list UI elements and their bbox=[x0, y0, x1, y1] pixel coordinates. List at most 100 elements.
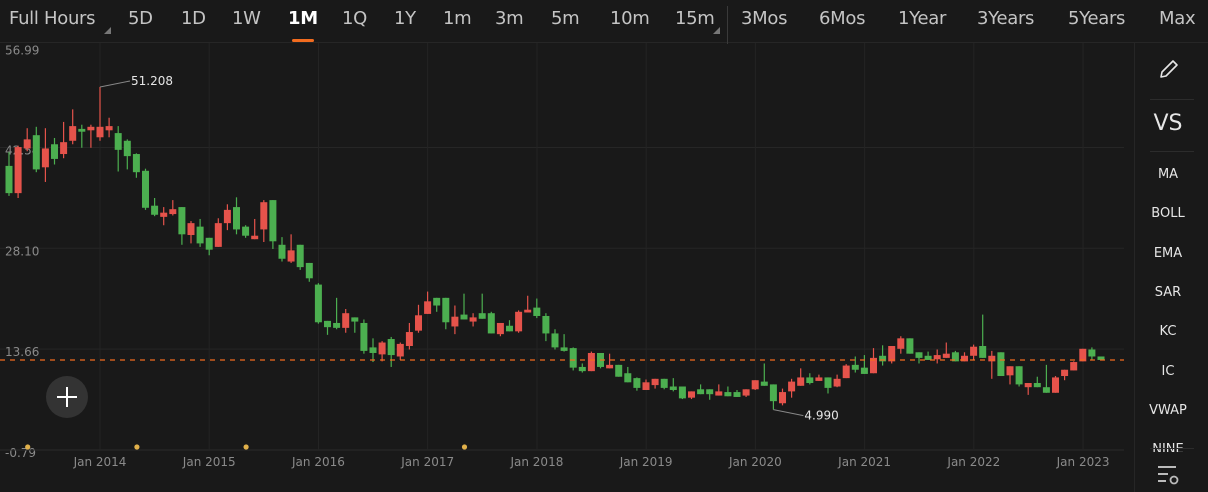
candle bbox=[469, 313, 477, 327]
candle-body bbox=[114, 133, 122, 150]
annotation-leader bbox=[99, 80, 131, 88]
candle-body bbox=[1061, 369, 1069, 377]
candle bbox=[1033, 376, 1041, 388]
candle-body bbox=[496, 322, 504, 335]
indicator-boll[interactable]: BOLL bbox=[1151, 206, 1185, 222]
tab-max[interactable]: Max bbox=[1159, 8, 1196, 29]
candle bbox=[96, 86, 104, 141]
indicator-ma[interactable]: MA bbox=[1157, 167, 1179, 182]
divider bbox=[1150, 448, 1194, 449]
candle-body bbox=[196, 226, 204, 244]
tab-1year[interactable]: 1Year bbox=[898, 8, 947, 29]
candle-body bbox=[378, 342, 386, 355]
candle bbox=[524, 295, 532, 313]
candle bbox=[551, 329, 559, 350]
candle bbox=[314, 283, 322, 324]
tab-5years[interactable]: 5Years bbox=[1068, 8, 1126, 29]
tab-1m[interactable]: 1M bbox=[288, 8, 318, 42]
event-marker[interactable] bbox=[461, 444, 468, 450]
tab-6mos[interactable]: 6Mos bbox=[819, 8, 866, 29]
candle-body bbox=[860, 367, 868, 374]
candle-body bbox=[1052, 377, 1059, 393]
tab-3mos[interactable]: 3Mos bbox=[741, 8, 788, 29]
indicator-sar[interactable]: SAR bbox=[1154, 284, 1182, 300]
tab-1d[interactable]: 1D bbox=[181, 8, 206, 29]
candle bbox=[233, 197, 240, 235]
candle-body bbox=[469, 317, 477, 322]
candle-body bbox=[842, 365, 850, 379]
tab-1y[interactable]: 1Y bbox=[394, 8, 416, 29]
candle-body bbox=[915, 352, 923, 358]
candle-body bbox=[396, 343, 404, 357]
candle bbox=[997, 352, 1005, 377]
tab-3m[interactable]: 3m bbox=[495, 8, 524, 29]
candle bbox=[788, 378, 796, 398]
candle bbox=[660, 378, 668, 390]
session-dropdown[interactable]: Full Hours bbox=[9, 8, 96, 29]
candle bbox=[669, 378, 677, 392]
add-button[interactable] bbox=[46, 376, 88, 418]
candle-body bbox=[269, 200, 277, 242]
event-marker[interactable] bbox=[25, 444, 31, 450]
pencil-icon[interactable] bbox=[1157, 57, 1181, 81]
candle bbox=[32, 126, 40, 173]
candle-body bbox=[733, 392, 741, 397]
candle-body bbox=[169, 209, 177, 215]
candle-body bbox=[706, 389, 714, 395]
indicator-nine[interactable]: NINE bbox=[1135, 442, 1201, 452]
candle bbox=[678, 386, 686, 400]
active-tab-indicator bbox=[291, 39, 314, 42]
tab-15m[interactable]: 15m bbox=[675, 8, 715, 29]
candle bbox=[369, 338, 377, 363]
candle-body bbox=[724, 392, 732, 397]
candle-body bbox=[606, 364, 614, 369]
candle bbox=[587, 351, 595, 372]
indicator-ic[interactable]: IC bbox=[1161, 363, 1175, 379]
candle bbox=[651, 378, 659, 389]
candle bbox=[405, 322, 413, 350]
event-marker[interactable] bbox=[134, 444, 140, 450]
candle-body bbox=[151, 205, 159, 215]
tab-5m[interactable]: 5m bbox=[551, 8, 580, 29]
indicator-ema[interactable]: EMA bbox=[1153, 245, 1183, 261]
tab-5d[interactable]: 5D bbox=[128, 8, 153, 29]
candle bbox=[351, 317, 359, 333]
candle bbox=[496, 322, 504, 337]
tab-10m[interactable]: 10m bbox=[610, 8, 650, 29]
tab-1q[interactable]: 1Q bbox=[342, 8, 368, 29]
candle-body bbox=[888, 346, 896, 362]
indicator-kc[interactable]: KC bbox=[1159, 324, 1177, 340]
candle bbox=[578, 363, 586, 373]
y-tick-label: 13.66 bbox=[5, 345, 39, 359]
candle bbox=[769, 384, 777, 410]
tab-1m[interactable]: 1m bbox=[443, 8, 472, 29]
vs-button[interactable]: VS bbox=[1153, 111, 1183, 136]
candle bbox=[396, 342, 404, 360]
candle-body bbox=[260, 202, 268, 230]
candle bbox=[178, 207, 186, 245]
candle-body bbox=[487, 313, 495, 334]
candle-body bbox=[851, 364, 859, 370]
candle bbox=[742, 389, 750, 397]
candlestick-chart[interactable]: 56.99 42.54 28.10 13.66 -0.79 Jan 2014 Jan 201… bbox=[0, 43, 1134, 492]
candle bbox=[14, 145, 22, 199]
candle bbox=[806, 373, 814, 385]
candle-body bbox=[506, 325, 513, 332]
candle bbox=[833, 374, 841, 388]
candle bbox=[515, 310, 523, 333]
x-tick-label: Jan 2015 bbox=[182, 455, 236, 469]
list-settings-icon[interactable] bbox=[1155, 463, 1181, 487]
candle-body bbox=[578, 366, 586, 372]
event-marker[interactable] bbox=[243, 444, 249, 450]
tab-1w[interactable]: 1W bbox=[232, 8, 261, 29]
candle bbox=[251, 218, 259, 240]
indicator-vwap[interactable]: VWAP bbox=[1149, 402, 1187, 418]
candle bbox=[214, 218, 222, 247]
candle bbox=[933, 349, 941, 364]
x-tick-label: Jan 2023 bbox=[1056, 455, 1110, 469]
candle-body bbox=[742, 389, 750, 396]
tab-3years[interactable]: 3Years bbox=[977, 8, 1035, 29]
candle-body bbox=[551, 333, 559, 348]
candle-body bbox=[105, 126, 113, 131]
candle bbox=[942, 342, 950, 358]
